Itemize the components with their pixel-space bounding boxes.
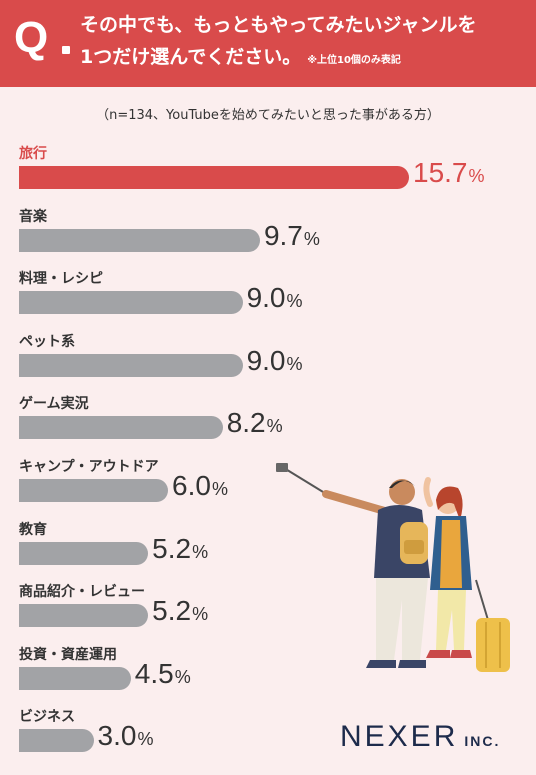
- value-number: 6.0: [172, 470, 211, 501]
- man-head: [389, 479, 415, 505]
- value-label: 15.7%: [413, 157, 485, 189]
- phone: [276, 463, 288, 472]
- value-number: 3.0: [97, 720, 137, 752]
- nexer-logo: NEXER INC.: [340, 720, 500, 754]
- value-number: 5.2: [152, 595, 192, 627]
- value-unit: %: [286, 291, 303, 312]
- category-label: キャンプ・アウトドア: [19, 459, 159, 475]
- bar: [19, 228, 260, 252]
- bar: [19, 166, 409, 189]
- bar: [19, 353, 243, 377]
- logo-main: NEXER: [340, 720, 459, 753]
- bar: [19, 416, 223, 440]
- logo-suffix: INC.: [464, 733, 501, 749]
- value-unit: %: [211, 479, 228, 499]
- value-label: 8.2%: [227, 407, 283, 439]
- sample-subtitle: （n=134、YouTubeを始めてみたいと思った事がある方）: [96, 108, 440, 123]
- value-label: 5.2%: [152, 533, 208, 565]
- value-unit: %: [468, 166, 485, 186]
- bar: [19, 604, 149, 628]
- bar: [19, 541, 149, 565]
- value-label: 9.0%: [247, 345, 303, 377]
- value-unit: %: [286, 353, 303, 374]
- category-label: 旅行: [19, 146, 47, 162]
- value-number: 4.5: [134, 657, 174, 689]
- couple-selfie-illustration: [276, 463, 510, 672]
- value-number: 9.7: [263, 219, 303, 251]
- category-label: ビジネス: [19, 709, 75, 726]
- value-number: 9.0: [246, 282, 286, 314]
- value-unit: %: [192, 541, 209, 562]
- value-unit: %: [266, 416, 283, 437]
- category-label: ペット系: [19, 333, 75, 350]
- value-number: 15.7: [413, 157, 468, 188]
- value-number: 9.0: [246, 344, 286, 376]
- question-header: Q その中でも、もっともやってみたいジャンルを 1つだけ選んでください。 ※上位1…: [0, 0, 536, 87]
- question-dot: [62, 46, 70, 54]
- category-label: ゲーム実況: [19, 396, 89, 413]
- bar: [19, 479, 169, 502]
- bar: [19, 291, 243, 315]
- question-line-1: その中でも、もっともやってみたいジャンルを: [80, 14, 477, 36]
- value-number: 5.2: [152, 532, 192, 564]
- man-pants: [376, 578, 428, 660]
- selfie-stick: [283, 467, 329, 496]
- category-label: 教育: [19, 521, 47, 538]
- category-label: 投資・資産運用: [19, 646, 117, 663]
- value-label: 9.7%: [264, 220, 320, 252]
- question-line-2: 1つだけ選んでください。 ※上位10個のみ表記: [80, 42, 401, 69]
- value-unit: %: [303, 228, 320, 249]
- value-label: 4.5%: [135, 658, 191, 690]
- value-label: 5.2%: [152, 595, 208, 627]
- value-label: 3.0%: [98, 720, 154, 752]
- value-number: 8.2: [226, 407, 266, 439]
- value-unit: %: [174, 666, 191, 687]
- category-label: 商品紹介・レビュー: [19, 584, 145, 601]
- category-label: 料理・レシピ: [19, 271, 103, 288]
- question-mark: Q: [14, 13, 49, 62]
- category-label: 音楽: [19, 208, 47, 225]
- question-line-2-text: 1つだけ選んでください。: [80, 46, 302, 68]
- value-unit: %: [192, 604, 209, 625]
- bar: [19, 729, 94, 753]
- bar: [19, 666, 131, 690]
- question-note: ※上位10個のみ表記: [307, 55, 401, 66]
- value-label: 6.0%: [172, 470, 228, 502]
- value-unit: %: [137, 729, 154, 750]
- woman-pants: [436, 590, 466, 650]
- value-label: 9.0%: [247, 282, 303, 314]
- suitcase: [476, 618, 510, 672]
